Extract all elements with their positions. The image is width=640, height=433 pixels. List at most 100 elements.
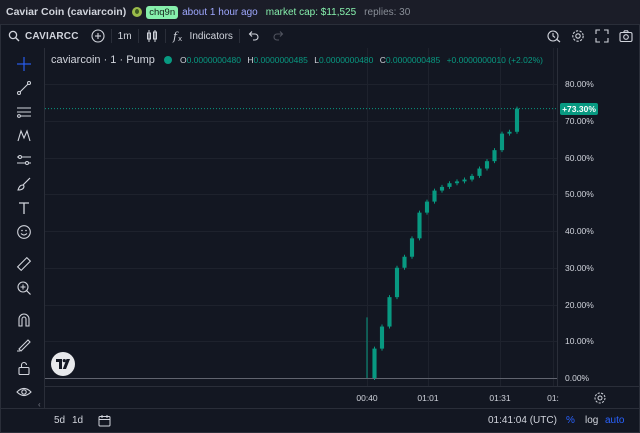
price-axis-label: 30.00% bbox=[565, 262, 594, 273]
toolbar-divider bbox=[137, 29, 139, 43]
symbol-search-button[interactable]: CAVIARCC bbox=[1, 25, 85, 47]
open-key: O bbox=[179, 55, 187, 65]
brush-icon[interactable] bbox=[16, 176, 32, 192]
plus-circle-icon bbox=[91, 29, 105, 43]
open-value: 0.0000000480 bbox=[186, 55, 241, 65]
undo-icon bbox=[246, 29, 260, 43]
replies-count[interactable]: replies: 30 bbox=[364, 6, 411, 18]
candle bbox=[514, 108, 520, 132]
camera-icon[interactable] bbox=[619, 29, 633, 43]
candle bbox=[379, 326, 385, 349]
high-key: H bbox=[247, 55, 254, 65]
search-icon bbox=[7, 29, 21, 43]
market-status-dot bbox=[163, 56, 172, 64]
market-cap: market cap: $11,525 bbox=[265, 6, 357, 18]
price-axis-label: 60.00% bbox=[565, 152, 594, 163]
toolbar-divider bbox=[238, 29, 240, 43]
eye-icon[interactable] bbox=[16, 384, 32, 400]
tradingview-logo[interactable] bbox=[51, 352, 75, 376]
percent-scale-toggle[interactable]: % bbox=[566, 415, 575, 426]
close-value: 0.0000000485 bbox=[385, 55, 441, 65]
axis-settings-icon[interactable] bbox=[593, 391, 607, 405]
price-chart[interactable] bbox=[45, 48, 557, 386]
last-value-tag: +73.30% bbox=[560, 102, 598, 115]
candle bbox=[484, 161, 490, 169]
price-axis-label: 0.00% bbox=[565, 373, 590, 383]
candle bbox=[387, 297, 392, 327]
lock-icon[interactable] bbox=[16, 360, 32, 376]
candle bbox=[424, 201, 430, 213]
fib-retracement-icon[interactable] bbox=[16, 104, 32, 120]
creator-badge[interactable]: chq9n bbox=[146, 5, 179, 19]
pattern-icon[interactable] bbox=[16, 128, 32, 144]
coin-header: Caviar Coin (caviarcoin) chq9n about 1 h… bbox=[0, 0, 640, 24]
calendar-icon[interactable] bbox=[98, 414, 111, 427]
candle bbox=[372, 348, 377, 378]
prediction-icon[interactable] bbox=[16, 152, 32, 168]
candle bbox=[477, 168, 482, 176]
svg-text:f: f bbox=[172, 30, 179, 43]
high-value: 0.0000000485 bbox=[253, 55, 308, 65]
indicators-label: Indicators bbox=[189, 30, 233, 42]
quick-search-icon[interactable] bbox=[547, 29, 561, 43]
crosshair-icon[interactable] bbox=[16, 56, 32, 72]
ohlc-values: O0.0000000480 H0.0000000485 L0.000000048… bbox=[180, 55, 543, 65]
log-scale-toggle[interactable]: log bbox=[585, 415, 599, 426]
utc-clock[interactable]: 01:41:04 (UTC) bbox=[488, 415, 557, 426]
time-label: 00:40 bbox=[356, 393, 378, 403]
creator-avatar[interactable] bbox=[132, 7, 143, 17]
legend-title[interactable]: caviarcoin · 1 · Pump bbox=[51, 54, 155, 66]
time-label: 01:31 bbox=[489, 393, 511, 403]
candle bbox=[469, 175, 475, 180]
trend-line-icon[interactable] bbox=[16, 80, 32, 96]
fullscreen-icon[interactable] bbox=[595, 29, 609, 43]
price-axis-label: 80.00% bbox=[565, 79, 594, 89]
low-value: 0.0000000480 bbox=[318, 55, 374, 65]
chart-legend: caviarcoin · 1 · Pump O0.0000000480 H0.0… bbox=[51, 54, 543, 66]
settings-gear-icon[interactable] bbox=[571, 29, 585, 43]
candle bbox=[409, 238, 415, 257]
text-tool-icon[interactable] bbox=[16, 200, 32, 216]
coin-name: Caviar Coin (caviarcoin) bbox=[6, 6, 127, 18]
candle bbox=[499, 133, 505, 151]
magnet-icon[interactable] bbox=[16, 312, 32, 328]
range-1d-button[interactable]: 1d bbox=[72, 415, 84, 426]
undo-button[interactable] bbox=[240, 25, 266, 47]
compare-symbol-button[interactable] bbox=[85, 25, 111, 47]
ruler-icon[interactable] bbox=[16, 256, 32, 272]
chart-pane[interactable]: caviarcoin · 1 · Pump O0.0000000480 H0.0… bbox=[45, 48, 557, 386]
low-key: L bbox=[314, 55, 319, 65]
interval-button[interactable]: 1m bbox=[117, 30, 132, 42]
collapse-toolbar-icon[interactable]: ‹ bbox=[38, 400, 41, 409]
redo-button[interactable] bbox=[266, 25, 292, 47]
tradingview-logo-icon bbox=[56, 359, 70, 369]
price-axis-label: 20.00% bbox=[565, 299, 594, 310]
time-label: 01:01 bbox=[417, 393, 439, 403]
close-key: C bbox=[379, 55, 386, 65]
toolbar-divider bbox=[110, 29, 112, 43]
toolbar-divider bbox=[164, 29, 166, 43]
time-axis[interactable]: 00:40 01:01 01:31 01: bbox=[45, 386, 639, 408]
candle bbox=[492, 150, 497, 162]
time-label: 01: bbox=[547, 393, 559, 403]
redo-icon bbox=[272, 29, 286, 43]
candle bbox=[447, 183, 452, 187]
toolbar-right-group bbox=[547, 25, 633, 47]
emoji-icon[interactable] bbox=[16, 224, 32, 240]
price-axis-label: 10.00% bbox=[565, 336, 594, 347]
drawing-toolbar: ‹ bbox=[1, 48, 45, 409]
created-time: about 1 hour ago bbox=[182, 6, 258, 18]
change-value: +0.0000000010 (+2.02%) bbox=[446, 55, 543, 65]
candle bbox=[462, 179, 467, 182]
range-5d-button[interactable]: 5d bbox=[54, 415, 66, 426]
candles-icon bbox=[145, 29, 159, 43]
auto-scale-toggle[interactable]: auto bbox=[605, 415, 625, 426]
chart-type-button[interactable] bbox=[139, 25, 165, 47]
price-axis[interactable]: 80.00% 70.00% 60.00% 50.00% 40.00% 30.00% 20.0… bbox=[557, 48, 639, 386]
zoom-in-icon[interactable] bbox=[16, 280, 32, 296]
candle bbox=[402, 256, 407, 268]
stay-in-drawing-mode-icon[interactable] bbox=[16, 336, 32, 352]
